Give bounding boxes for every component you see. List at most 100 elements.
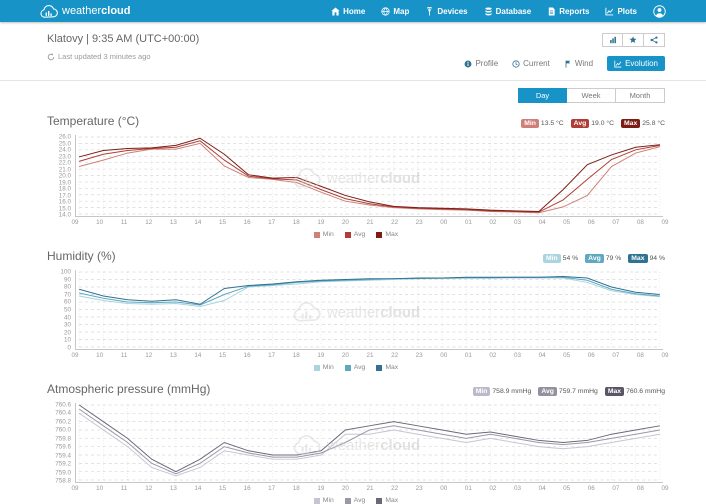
humidity-section: Humidity (%) Min 54 % Avg 79 % Max 94 % 100… [0, 249, 706, 371]
avg-badge: Avg 19.0 °C [570, 119, 614, 128]
column-chart-button[interactable] [602, 33, 623, 47]
nav-label: Reports [559, 6, 590, 16]
legend-swatch [313, 364, 320, 371]
legend-swatch [344, 497, 351, 504]
x-tick-label: 14 [194, 219, 202, 226]
y-tick-label: 60 [63, 298, 71, 306]
legend-item-max: Max [376, 231, 398, 238]
last-updated: Last updated 3 minutes ago [47, 52, 199, 61]
tab-week[interactable]: Week [567, 88, 616, 103]
tab-month[interactable]: Month [616, 88, 665, 103]
header-actions: Profile Current Wind Evolution [464, 33, 665, 71]
x-tick-label: 23 [415, 219, 423, 226]
x-tick-label: 09 [661, 219, 669, 226]
chart-legend: Min Avg Max [47, 497, 665, 504]
tab-day[interactable]: Day [518, 88, 567, 103]
x-tick-label: 04 [538, 352, 546, 359]
legend-swatch [376, 497, 383, 504]
legend-swatch [376, 231, 383, 238]
x-tick-label: 11 [120, 485, 128, 492]
station-title: Klatovy | 9:35 AM (UTC+00:00) [47, 33, 200, 45]
section-head: Atmospheric pressure (mmHg) Min 758.9 mmH… [47, 382, 665, 396]
chart-plot-area[interactable] [75, 270, 663, 350]
nav-item-reports[interactable]: Reports [547, 7, 589, 16]
brand-logo[interactable]: weathercloud [40, 4, 130, 18]
nav-item-devices[interactable]: Devices [425, 6, 468, 16]
view-button-label: Evolution [625, 59, 658, 68]
nav-item-map[interactable]: Map [381, 7, 409, 16]
avg-badge: Avg 79 % [585, 254, 621, 263]
max-badge: Max 94 % [628, 254, 665, 263]
refresh-icon[interactable] [47, 52, 55, 61]
share-button[interactable] [644, 33, 665, 47]
x-tick-label: 09 [71, 485, 79, 492]
y-tick-label: 26.0 [58, 133, 71, 141]
legend-item-avg: Avg [344, 497, 365, 504]
x-tick-label: 17 [268, 219, 276, 226]
y-tick-label: 24.0 [58, 146, 71, 154]
humidity-chart: 100 90 80 70 60 50 40 30 20 10 0 09 10 11 12 13 14 15 16 1… [47, 268, 668, 372]
x-tick-label: 10 [96, 485, 104, 492]
user-avatar[interactable] [653, 4, 666, 18]
nav-item-plots[interactable]: Plots [605, 7, 637, 16]
view-button-current[interactable]: Current [512, 59, 550, 68]
pressure-section: Atmospheric pressure (mmHg) Min 758.9 mmH… [0, 382, 706, 504]
y-tick-label: 759.2 [55, 460, 71, 468]
view-button-wind[interactable]: Wind [564, 59, 593, 68]
y-tick-label: 16.0 [58, 198, 71, 206]
nav-item-database[interactable]: Database [484, 6, 532, 16]
y-tick-label: 80 [63, 283, 71, 291]
x-tick-label: 14 [194, 485, 202, 492]
x-tick-label: 08 [636, 485, 644, 492]
nav-label: Database [495, 6, 532, 16]
y-tick-label: 90 [63, 276, 71, 284]
chart-plot-area[interactable] [75, 403, 663, 483]
y-tick-label: 14.0 [58, 211, 71, 219]
x-tick-label: 08 [636, 219, 644, 226]
legend-item-min: Min [313, 497, 334, 504]
chart-legend: Min Avg Max [47, 364, 665, 371]
chart-plot-area[interactable] [75, 135, 663, 217]
x-tick-label: 15 [218, 219, 227, 226]
nav-item-home[interactable]: Home [331, 7, 365, 16]
legend-item-max: Max [376, 364, 398, 371]
legend-label: Min [322, 497, 334, 504]
y-tick-label: 70 [63, 291, 71, 299]
series-line-min [79, 277, 660, 308]
max-badge: Max 760.6 mmHg [604, 387, 665, 396]
view-button-evolution[interactable]: Evolution [607, 56, 665, 71]
column-chart-icon [609, 36, 616, 44]
legend-label: Max [385, 364, 399, 371]
last-updated-text: Last updated 3 minutes ago [58, 52, 151, 61]
legend-label: Avg [353, 231, 366, 238]
section-title: Humidity (%) [47, 249, 116, 263]
x-tick-label: 08 [636, 352, 644, 359]
plots-icon [605, 7, 614, 15]
favorite-button[interactable] [623, 33, 644, 47]
view-button-label: Current [523, 59, 550, 68]
nav-items: Home Map Devices Database Reports Plots [331, 4, 666, 18]
y-tick-label: 25.0 [58, 140, 71, 147]
legend-item-min: Min [313, 364, 334, 371]
star-icon [629, 36, 637, 43]
legend-label: Min [322, 364, 334, 371]
y-tick-label: 20.0 [58, 172, 71, 180]
view-button-profile[interactable]: Profile [464, 59, 498, 68]
reports-icon [549, 6, 555, 16]
y-tick-label: 100 [60, 268, 71, 276]
x-tick-label: 02 [489, 219, 497, 226]
y-axis-labels: 760.6 760.4 760.2 760.0 759.8 759.6 759.4 759.2… [47, 402, 75, 485]
x-tick-label: 07 [612, 485, 620, 492]
stat-badges: Min 54 % Avg 79 % Max 94 % [542, 254, 665, 263]
x-tick-label: 06 [587, 485, 595, 492]
y-tick-label: 23.0 [58, 153, 71, 160]
y-tick-label: 15.0 [58, 205, 71, 212]
x-tick-label: 01 [464, 219, 472, 226]
legend-label: Avg [353, 364, 366, 371]
x-tick-label: 00 [440, 352, 448, 359]
avg-badge: Avg 759.7 mmHg [538, 387, 598, 396]
series-line-avg [78, 140, 661, 213]
user-avatar-icon [653, 4, 666, 18]
y-tick-label: 760.2 [55, 418, 71, 426]
x-tick-label: 09 [71, 352, 79, 359]
